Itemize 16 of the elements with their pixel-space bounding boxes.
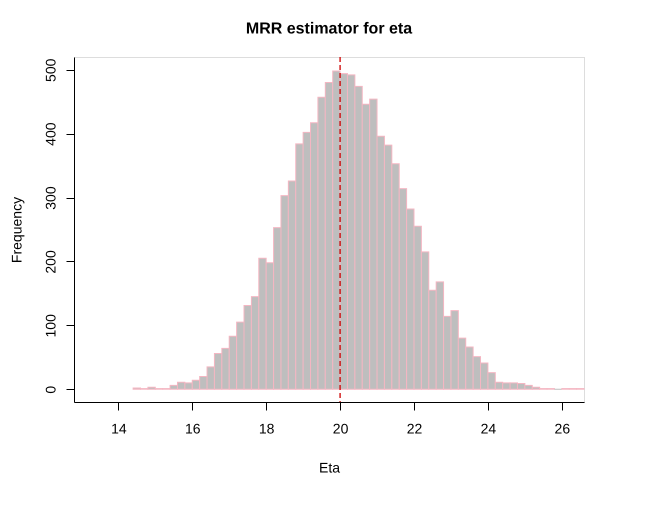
y-axis-title: Frequency bbox=[8, 196, 24, 264]
x-tick-label: 14 bbox=[111, 420, 127, 436]
x-tick-label: 20 bbox=[332, 420, 349, 436]
y-tick-label: 0 bbox=[42, 386, 58, 394]
y-tick-label: 300 bbox=[42, 186, 58, 210]
x-axis-title: Eta bbox=[318, 460, 340, 476]
x-tick-label: 16 bbox=[184, 420, 201, 436]
chart-title: MRR estimator for eta bbox=[246, 20, 412, 38]
x-tick-label: 26 bbox=[554, 420, 570, 436]
x-tick-label: 22 bbox=[406, 420, 422, 436]
y-tick-label: 200 bbox=[42, 250, 58, 274]
x-tick-label: 18 bbox=[258, 420, 275, 436]
y-tick-label: 500 bbox=[42, 58, 58, 82]
y-tick-label: 100 bbox=[42, 314, 58, 338]
x-tick-label: 24 bbox=[480, 420, 496, 436]
y-tick-label: 400 bbox=[42, 122, 58, 146]
